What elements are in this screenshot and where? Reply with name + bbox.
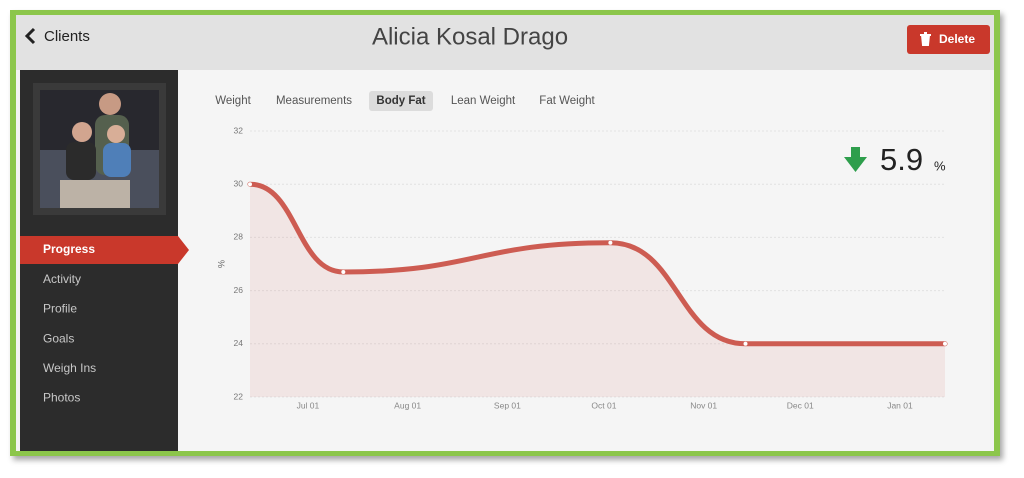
x-tick-label: Aug 01 <box>394 400 421 410</box>
tab[interactable]: Lean Weight <box>451 95 516 107</box>
menu-item[interactable]: Activity <box>43 272 81 286</box>
photo-legs <box>60 180 130 208</box>
client-name: Alicia Kosal Drago <box>372 23 568 50</box>
back-link[interactable]: Clients <box>24 27 90 45</box>
y-tick-label: 32 <box>234 125 244 135</box>
point <box>341 269 346 274</box>
menu-item[interactable]: Profile <box>43 302 77 316</box>
y-tick-label: 22 <box>234 391 244 401</box>
menu-active-bg <box>20 236 189 264</box>
photo-head <box>72 122 92 142</box>
x-tick-label: Dec 01 <box>787 400 814 410</box>
x-tick-label: Oct 01 <box>591 400 616 410</box>
trash-icon <box>920 32 931 46</box>
y-axis-label: % <box>216 260 226 268</box>
photo-head <box>99 93 121 115</box>
delete-label[interactable]: Delete <box>939 32 975 46</box>
down-arrow <box>844 147 867 172</box>
y-tick-label: 28 <box>234 232 244 242</box>
change-indicator: 5.9 % <box>844 142 946 177</box>
menu-item[interactable]: Progress <box>43 242 95 256</box>
tab[interactable]: Weight <box>215 95 251 107</box>
tab[interactable]: Fat Weight <box>539 95 595 107</box>
photo-body <box>66 142 96 180</box>
photo <box>33 83 166 215</box>
tab[interactable]: Measurements <box>276 95 352 107</box>
main-panel <box>178 70 990 451</box>
chart: % 22 24 26 28 30 32 Jul 01 Aug 01 Sep 01 Oct 01 No… <box>216 125 948 410</box>
x-tick-label: Jan 01 <box>887 400 913 410</box>
delete-button[interactable]: Delete <box>907 25 990 54</box>
point <box>608 240 613 245</box>
x-tick-label: Jul 01 <box>297 400 320 410</box>
y-tick-label: 24 <box>234 338 244 348</box>
menu-item[interactable]: Weigh Ins <box>43 361 96 375</box>
delete-bg[interactable] <box>907 25 990 54</box>
photo-body <box>103 143 131 177</box>
back-label[interactable]: Clients <box>44 28 90 45</box>
chevron <box>24 27 36 45</box>
point <box>248 182 252 187</box>
tab[interactable]: Body Fat <box>376 95 425 107</box>
point <box>943 341 947 346</box>
photo-head <box>107 125 125 143</box>
header <box>16 15 994 70</box>
menu-item[interactable]: Photos <box>43 391 80 405</box>
change-unit: % <box>934 158 946 173</box>
tab-active-bg <box>369 91 433 111</box>
menu-item[interactable]: Goals <box>43 331 74 345</box>
x-tick-label: Sep 01 <box>494 400 521 410</box>
y-tick-label: 26 <box>234 285 244 295</box>
y-tick-label: 30 <box>234 178 244 188</box>
change-value: 5.9 <box>880 142 923 177</box>
point <box>743 341 748 346</box>
x-tick-label: Nov 01 <box>690 400 717 410</box>
